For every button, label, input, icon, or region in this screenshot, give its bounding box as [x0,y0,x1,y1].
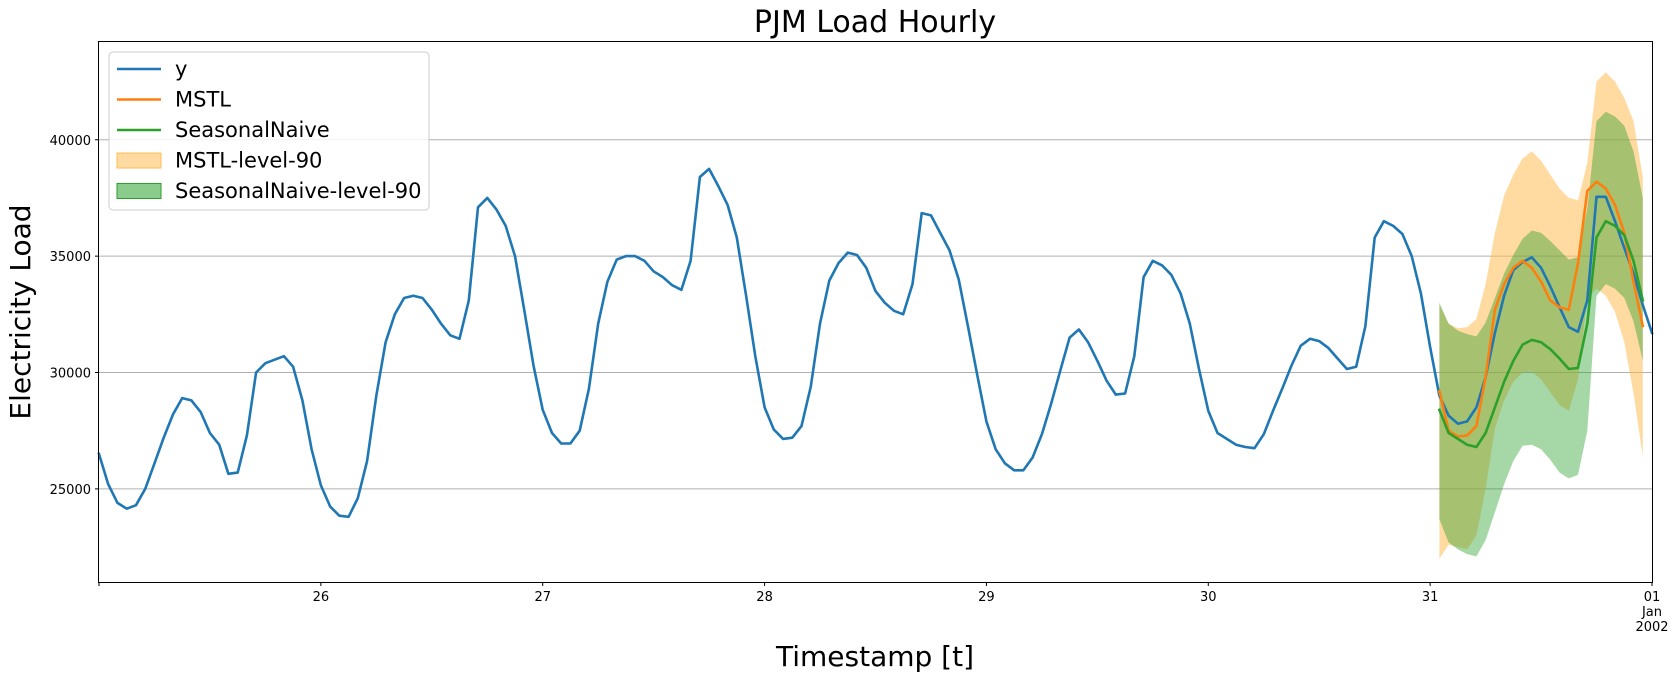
x-tick-label: 28 [756,590,773,605]
x-tick-label: 30 [1200,590,1217,605]
series-lines [97,167,1654,519]
legend-box [108,51,430,211]
legend-label-mstl-level-90: MSTL-level-90 [175,149,322,173]
confidence-bands [1439,72,1643,559]
legend-label-y: y [175,57,187,81]
x-tick-label: Jan [1641,605,1662,620]
legend-swatch-mstl-level-90 [116,152,162,169]
band-mstl-level-90 [1439,72,1643,559]
y-tick-label: 40000 [50,134,91,149]
band-seasonalnaive-level-90 [1439,111,1643,557]
legend: y MSTL SeasonalNaive MSTL-level-90 SeasonalN… [108,51,430,211]
x-tick-label: 27 [534,590,551,605]
y-tick-label: 25000 [50,483,91,498]
y-axis-title: Electricity Load [4,204,37,419]
x-tick-label: 26 [313,590,330,605]
series-line-seasonalnaive [1437,219,1645,449]
legend-swatch-seasonalnaive-level-90 [116,183,162,199]
legend-label-mstl: MSTL [175,88,231,112]
x-tick-label: 31 [1422,590,1439,605]
x-tick-label: 01 [1644,590,1661,605]
x-tick-label: 2002 [1635,620,1668,635]
chart-title: PJM Load Hourly [754,5,996,40]
legend-label-seasonalnaive-level-90: SeasonalNaive-level-90 [175,179,422,203]
y-tick-label: 35000 [50,250,91,265]
y-tick-label: 30000 [50,367,91,382]
plot-frame [98,41,1653,583]
series-line-mstl [1437,180,1645,438]
x-tick-label: 29 [978,590,995,605]
x-axis-title: Timestamp [t] [775,640,974,673]
series-line-y [97,167,1654,519]
y-axis-ticks: 25000 30000 35000 40000 [50,134,99,498]
legend-label-seasonalnaive: SeasonalNaive [175,118,330,142]
